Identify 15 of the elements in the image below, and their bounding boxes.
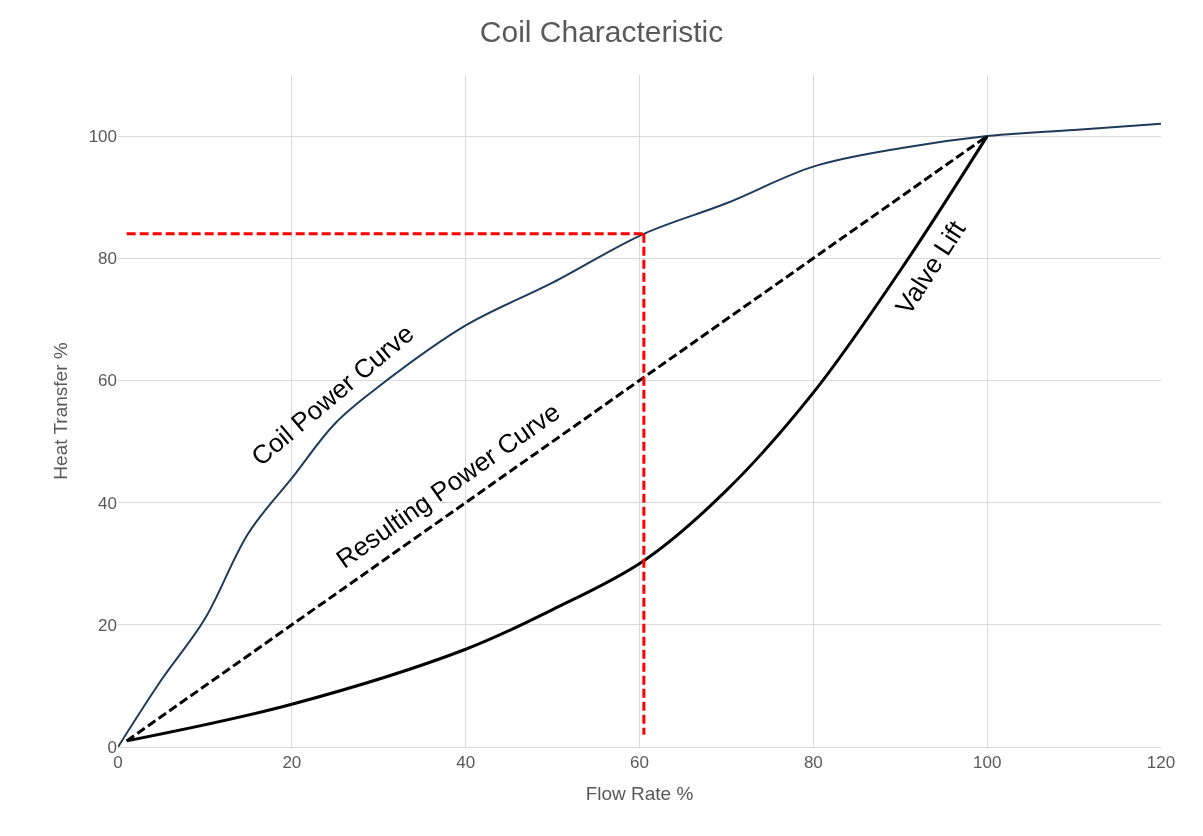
x-tick-label: 80: [803, 753, 823, 773]
chart-title: Coil Characteristic: [479, 14, 724, 48]
y-tick-label: 80: [98, 249, 117, 269]
y-tick-label: 20: [98, 615, 117, 635]
x-tick-label: 120: [1146, 753, 1176, 773]
y-tick-label: 40: [98, 493, 117, 513]
x-axis-title: Flow Rate %: [585, 783, 694, 805]
y-axis-title: Heat Transfer %: [50, 342, 72, 480]
y-tick-label: 0: [107, 737, 117, 757]
y-tick-label: 60: [98, 371, 117, 391]
y-tick-label: 100: [88, 127, 117, 147]
x-tick-label: 100: [972, 753, 1002, 773]
x-tick-label: 60: [630, 753, 649, 773]
x-tick-label: 20: [282, 753, 302, 773]
x-tick-label: 40: [456, 753, 476, 773]
